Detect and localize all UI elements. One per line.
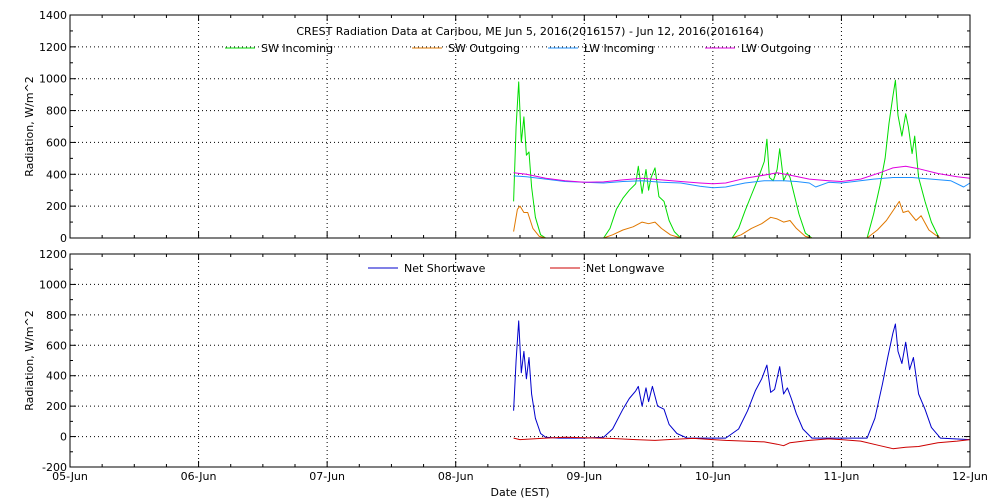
x-tick-label: 10-Jun: [695, 470, 731, 483]
x-tick-label: 05-Jun: [52, 470, 88, 483]
series-line-sw-incoming: [513, 79, 970, 239]
y-tick-label: 1000: [39, 73, 67, 86]
bottom-panel: -200 0 200 400 600 800 1000 1200 05-Jun 06-Jun 07-…: [23, 248, 988, 483]
y-tick-label: 600: [46, 136, 67, 149]
legend-label: Net Longwave: [586, 262, 665, 275]
y-axis-label: Radiation, W/m^2: [23, 310, 36, 411]
legend-label: LW Incoming: [584, 42, 654, 55]
y-tick-label: 1000: [39, 278, 67, 291]
y-tick-label: 200: [46, 200, 67, 213]
x-tick-label: 12-Jun: [952, 470, 988, 483]
x-tick-label: 07-Jun: [309, 470, 345, 483]
y-tick-label: 600: [46, 339, 67, 352]
chart-title: CREST Radiation Data at Caribou, ME Jun …: [296, 25, 763, 38]
y-tick-label: 200: [46, 400, 67, 413]
y-tick-label: 800: [46, 309, 67, 322]
y-tick-label: 1200: [39, 41, 67, 54]
series-line-lw-incoming: [513, 175, 971, 189]
x-tick-label: 09-Jun: [566, 470, 602, 483]
legend-label: LW Outgoing: [741, 42, 811, 55]
y-tick-label: 800: [46, 105, 67, 118]
legend-label: Net Shortwave: [404, 262, 486, 275]
y-tick-label: 0: [60, 232, 67, 245]
x-tick-label: 11-Jun: [824, 470, 860, 483]
series-line-net-longwave: [513, 436, 971, 450]
top-panel: 0 200 400 600 800 1000 1200 1400 Radiation, W/m^…: [23, 9, 971, 245]
y-tick-label: 400: [46, 168, 67, 181]
y-tick-label: 1200: [39, 248, 67, 261]
plot-frame: [69, 253, 971, 468]
x-tick-label: 08-Jun: [438, 470, 474, 483]
x-axis-label: Date (EST): [490, 486, 549, 499]
y-tick-label: 400: [46, 370, 67, 383]
y-tick-label: -200: [42, 461, 67, 474]
legend-label: SW Incoming: [261, 42, 333, 55]
x-tick-label: 06-Jun: [181, 470, 217, 483]
y-tick-label: 0: [60, 431, 67, 444]
series-line-lw-outgoing: [513, 165, 971, 185]
y-tick-label: 1400: [39, 9, 67, 22]
series-line-net-shortwave: [513, 320, 971, 441]
legend-label: SW Outgoing: [448, 42, 520, 55]
y-axis-label: Radiation, W/m^2: [23, 76, 36, 177]
